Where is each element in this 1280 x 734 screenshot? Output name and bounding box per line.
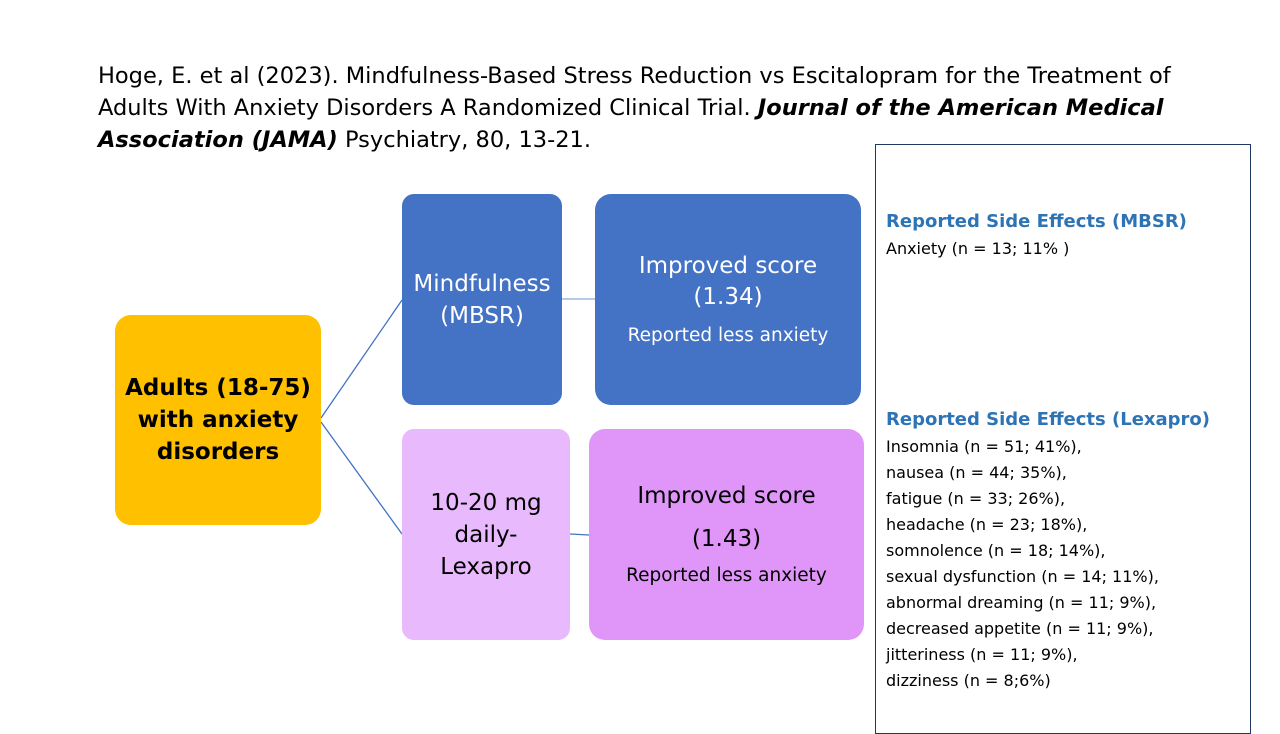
side-effects-lexapro-list: Insomnia (n = 51; 41%), nausea (n = 44; … (886, 434, 1159, 694)
citation-text: Hoge, E. et al (2023). Mindfulness-Based… (98, 63, 1171, 121)
node-lexapro-label: 10-20 mg daily-Lexapro (430, 489, 542, 580)
side-effect-item: sexual dysfunction (n = 14; 11%), (886, 567, 1159, 586)
lexapro-result-note: Reported less anxiety (626, 564, 827, 586)
side-effects-mbsr-heading: Reported Side Effects (MBSR) (886, 211, 1187, 232)
root-node-label: Adults (18-75) with anxiety disorders (125, 375, 311, 465)
side-effect-item: abnormal dreaming (n = 11; 9%), (886, 593, 1157, 612)
side-effect-item: headache (n = 23; 18%), (886, 515, 1088, 534)
node-mindfulness-label: Mindfulness (MBSR) (413, 270, 551, 329)
node-lexapro: 10-20 mg daily-Lexapro (402, 429, 570, 640)
connector-root-lexapro (320, 421, 403, 535)
side-effects-panel: Reported Side Effects (MBSR) Anxiety (n … (875, 144, 1251, 734)
side-effect-item: somnolence (n = 18; 14%), (886, 541, 1106, 560)
side-effect-item: nausea (n = 44; 35%), (886, 463, 1067, 482)
side-effect-item: Anxiety (n = 13; 11% ) (886, 239, 1070, 258)
side-effects-lexapro-heading: Reported Side Effects (Lexapro) (886, 409, 1211, 430)
lexapro-result-title: Improved score (637, 482, 816, 509)
side-effects-mbsr-list: Anxiety (n = 13; 11% ) (886, 236, 1069, 262)
citation-details: Psychiatry, 80, 13-21. (344, 127, 592, 153)
citation-journal: Journal of the American Medical Associat… (98, 95, 1164, 153)
node-mindfulness: Mindfulness (MBSR) (402, 194, 562, 405)
node-lexapro-result: Improved score (1.43) Reported less anxi… (589, 429, 864, 640)
connector-root-mbsr (320, 299, 403, 419)
side-effect-item: Insomnia (n = 51; 41%), (886, 437, 1082, 456)
side-effect-item: decreased appetite (n = 11; 9%), (886, 619, 1154, 638)
root-node-adults: Adults (18-75) with anxiety disorders (115, 315, 321, 525)
mbsr-result-title: Improved score (638, 252, 818, 279)
mbsr-result-note: Reported less anxiety (627, 324, 829, 346)
side-effect-item: jitteriness (n = 11; 9%), (886, 645, 1078, 664)
node-mbsr-result: Improved score (1.34) Reported less anxi… (595, 194, 861, 405)
citation: Hoge, E. et al (2023). Mindfulness-Based… (98, 60, 1178, 156)
side-effect-item: dizziness (n = 8;6%) (886, 671, 1051, 690)
connector-lexapro-result (569, 533, 590, 536)
mbsr-result-value: (1.34) (693, 283, 763, 310)
lexapro-result-value: (1.43) (691, 525, 762, 552)
side-effect-item: fatigue (n = 33; 26%), (886, 489, 1066, 508)
